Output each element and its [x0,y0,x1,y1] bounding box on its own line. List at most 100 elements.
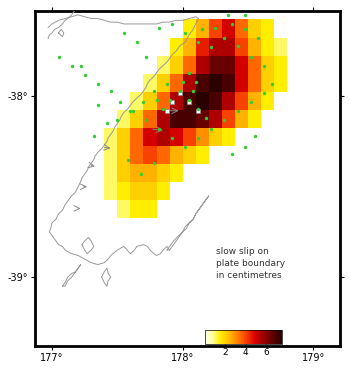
Bar [209,38,222,56]
Point [82,71,88,77]
Bar [170,74,183,92]
Bar [196,74,209,92]
Bar [196,146,209,164]
Bar [222,74,235,92]
Point [160,106,166,112]
Bar [117,110,131,128]
Point [269,80,274,86]
Point [78,62,84,68]
Bar [131,128,144,146]
Bar [117,182,131,200]
Bar [235,110,248,128]
Bar [144,110,156,128]
Bar [222,92,235,110]
Point [91,133,97,139]
Bar [183,110,196,128]
Point [230,151,235,157]
Bar [235,20,248,38]
Point [209,126,214,132]
Bar [117,200,131,218]
Point [138,171,144,177]
Bar [261,92,274,110]
Point [248,53,253,59]
Bar [170,56,183,74]
Bar [104,182,117,200]
Bar [222,110,235,128]
Point [156,126,162,132]
Bar [183,38,196,56]
Point [167,97,173,103]
Point [164,80,170,86]
Point [209,44,214,50]
Bar [261,20,274,38]
Bar [196,38,209,56]
Point [256,35,261,41]
Point [203,115,209,121]
Point [243,144,248,150]
Bar [235,56,248,74]
Bar [156,182,170,200]
Point [143,53,149,59]
Point [121,30,127,36]
Point [125,156,131,162]
Bar [144,146,156,164]
Point [156,24,162,30]
Bar [235,74,248,92]
Point [235,108,240,114]
Bar [209,92,222,110]
Point [182,30,188,36]
Point [212,24,218,30]
Bar [144,92,156,110]
Bar [209,20,222,38]
Text: slow slip on
plate boundary
in centimetres: slow slip on plate boundary in centimetr… [216,247,285,280]
Bar [222,20,235,38]
Bar [131,200,144,218]
Point [199,26,205,32]
Bar [209,56,222,74]
Bar [248,20,261,38]
Bar [248,74,261,92]
Bar [196,92,209,110]
Bar [196,56,209,74]
Bar [183,56,196,74]
Point [95,102,100,108]
Bar [183,92,196,110]
Bar [248,38,261,56]
Point [243,26,248,32]
Bar [248,56,261,74]
Bar [235,38,248,56]
Point [169,21,175,27]
Bar [156,92,170,110]
Bar [156,110,170,128]
Point [128,108,133,114]
Point [190,88,196,94]
Bar [183,20,196,38]
Bar [183,146,196,164]
Bar [131,146,144,164]
Bar [156,74,170,92]
Point [196,106,201,112]
Bar [274,56,287,74]
Bar [144,128,156,146]
Bar [170,128,183,146]
Point [154,97,159,103]
Bar [261,56,274,74]
Bar [209,128,222,146]
Bar [222,38,235,56]
Bar [170,92,183,110]
Point [56,53,61,59]
Bar [104,128,117,146]
Bar [170,38,183,56]
Point [69,62,75,68]
Bar [196,20,209,38]
Point [151,88,157,94]
Point [182,144,188,150]
Point [196,135,201,141]
Point [193,79,198,85]
Bar [144,200,156,218]
Point [108,88,114,94]
Bar [131,92,144,110]
Point [248,99,253,105]
Bar [183,74,196,92]
Point [143,117,149,123]
